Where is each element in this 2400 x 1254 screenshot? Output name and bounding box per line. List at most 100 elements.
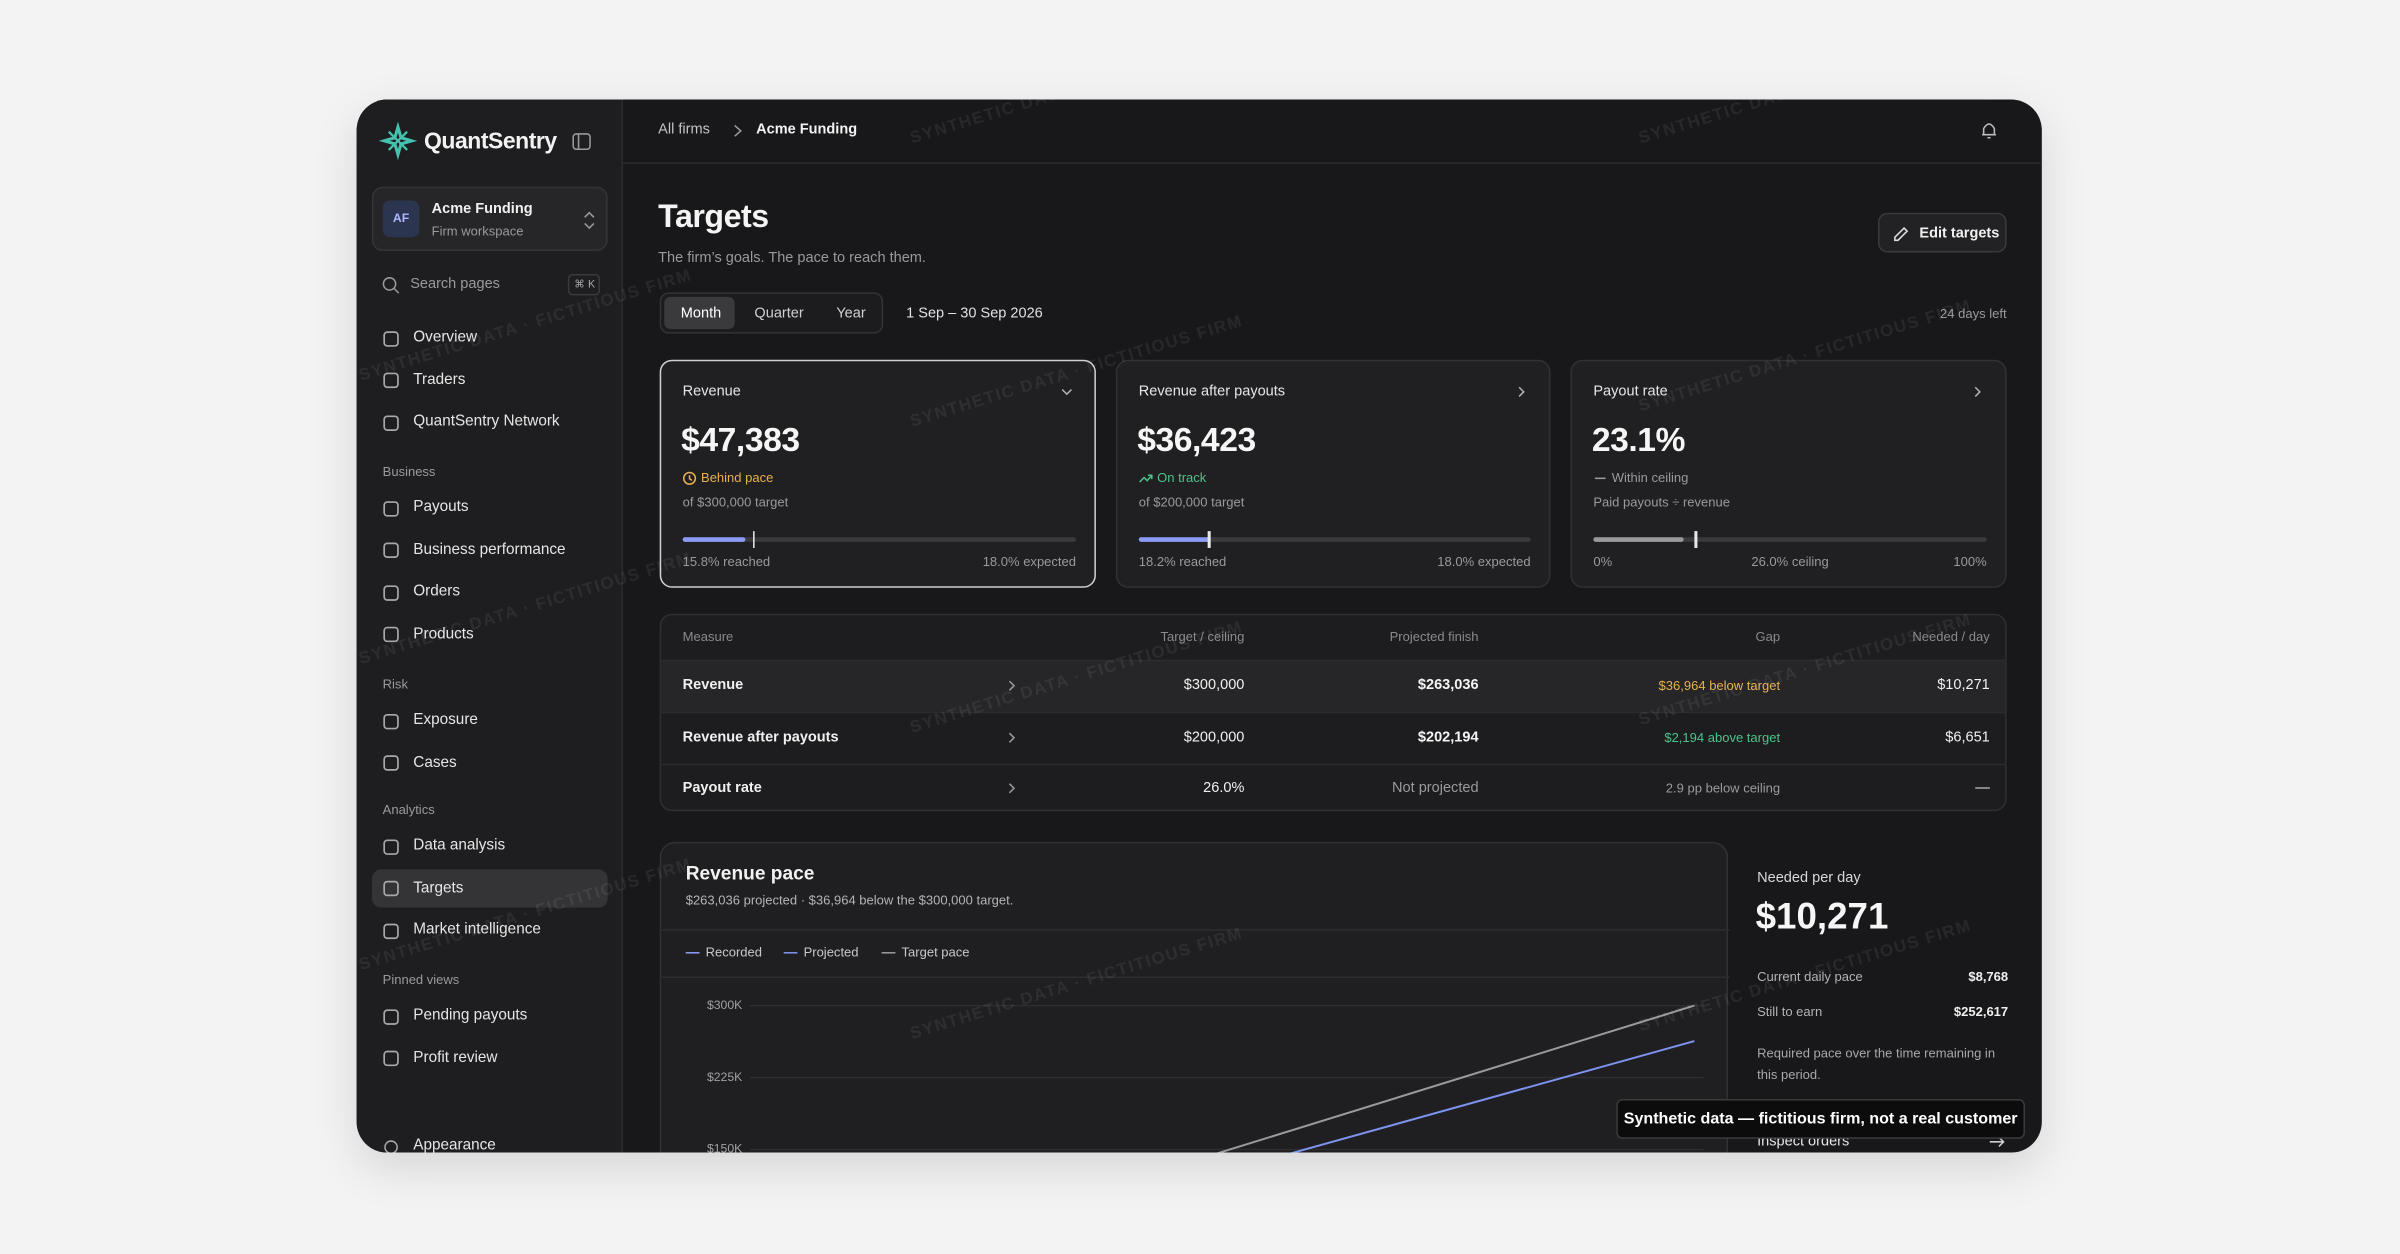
workspace-name: Acme Funding	[431, 200, 533, 218]
edit-targets-label: Edit targets	[1919, 225, 2000, 243]
card-title: Revenue	[682, 383, 741, 400]
topbar-divider	[622, 162, 2042, 164]
nav-item[interactable]: Market intelligence	[413, 921, 541, 939]
period-option[interactable]: Month	[680, 305, 722, 322]
sidebar: QuantSentry AF Acme Funding Firm workspace S…	[356, 99, 623, 1153]
nav-item[interactable]: Business performance	[413, 541, 566, 559]
workspace-switcher[interactable]: AF Acme Funding Firm workspace	[371, 186, 608, 252]
pencil-icon	[1894, 226, 1909, 242]
card-status: Within ceiling	[1611, 469, 1689, 486]
progress-fill	[1138, 537, 1211, 542]
chart-title: Revenue pace	[685, 862, 815, 884]
legend-label: Target pace	[901, 944, 970, 960]
row-measure[interactable]: Revenue	[682, 676, 744, 694]
nav-item[interactable]: Profit review	[413, 1049, 498, 1067]
nav-section-title: Business	[382, 463, 436, 479]
nav-icon	[382, 415, 399, 431]
nav-icon	[382, 584, 399, 601]
breadcrumb-link[interactable]: All firms	[658, 121, 710, 139]
metric-card[interactable]: Revenue after payouts $36,423 On track of $…	[1115, 359, 1551, 588]
legend-label: Recorded	[705, 944, 763, 960]
row-divider	[661, 711, 2006, 714]
workspace-avatar	[382, 200, 420, 238]
page-subtitle: The firm’s goals. The pace to reach them…	[658, 249, 926, 267]
active-item-bg	[371, 869, 608, 908]
nav-item[interactable]: Products	[413, 625, 474, 643]
nav-item[interactable]: Cases	[413, 753, 457, 771]
card-status: On track	[1157, 469, 1207, 486]
breadcrumb-separator	[734, 124, 742, 137]
nav-item[interactable]: Appearance	[413, 1137, 496, 1153]
progress-fill	[682, 537, 745, 542]
nav-icon	[382, 880, 399, 897]
card-title: Revenue after payouts	[1138, 383, 1286, 400]
period-option[interactable]: Year	[836, 305, 866, 322]
row-chevron	[1008, 732, 1016, 743]
stat-label: Current daily pace	[1757, 968, 1863, 985]
needed-title: Needed per day	[1757, 869, 1861, 887]
row-projected: $202,194	[1417, 729, 1479, 746]
nav-item[interactable]: Payouts	[413, 498, 469, 516]
card-value: $47,383	[681, 420, 800, 459]
nav-item[interactable]: Overview	[413, 329, 478, 346]
card-value: $36,423	[1137, 420, 1256, 459]
progress-label: 18.2% reached	[1138, 553, 1227, 570]
row-divider	[661, 659, 2006, 662]
progress-fill	[1593, 537, 1685, 542]
legend-swatch	[685, 951, 700, 954]
stat-label: Still to earn	[1757, 1003, 1823, 1020]
nav-icon	[382, 330, 399, 346]
nav-item[interactable]: Traders	[413, 371, 466, 389]
progress-label: 26.0% ceiling	[1751, 553, 1829, 570]
card-note: of $300,000 target	[682, 494, 789, 510]
breadcrumb-current: Acme Funding	[756, 121, 858, 139]
nav-item[interactable]: Pending payouts	[413, 1007, 528, 1024]
nav-item[interactable]: QuantSentry Network	[413, 413, 560, 431]
revenue-pace-panel: Revenue pace $263,036 projected · $36,964…	[659, 841, 1730, 1153]
progress-marker	[1208, 531, 1211, 548]
row-highlight	[661, 659, 2006, 712]
nav-item[interactable]: Orders	[413, 583, 461, 601]
needed-value: $10,271	[1755, 896, 1889, 938]
metric-card[interactable]: Payout rate 23.1% Within ceiling Paid payou…	[1570, 359, 2007, 588]
progress-track	[1593, 537, 1987, 542]
progress-track	[1138, 537, 1531, 542]
row-projected: Not projected	[1392, 779, 1479, 797]
row-measure[interactable]: Revenue after payouts	[682, 729, 839, 746]
brand-logo	[378, 121, 418, 161]
row-gap: $2,194 above target	[1664, 729, 1781, 746]
legend-label: Projected	[803, 944, 859, 960]
metric-card[interactable]: Revenue $47,383 Behind pace of $300,000 tar…	[659, 359, 1096, 588]
progress-label: 0%	[1593, 553, 1613, 570]
search-input[interactable]: Search pages	[410, 275, 500, 293]
nav-section-title: Risk	[382, 676, 408, 692]
progress-label: 18.0% expected	[982, 553, 1077, 570]
card-title: Payout rate	[1593, 383, 1668, 400]
nav-item[interactable]: Data analysis	[413, 837, 506, 855]
row-measure[interactable]: Payout rate	[682, 779, 762, 797]
nav-item[interactable]: Targets	[413, 879, 464, 897]
column-header: Needed / day	[1912, 628, 1990, 645]
nav-icon	[382, 500, 399, 516]
nav-section-title: Analytics	[382, 801, 435, 818]
edit-targets-button[interactable]: Edit targets	[1878, 212, 2007, 253]
nav-item[interactable]: Exposure	[413, 711, 478, 729]
brand-name: QuantSentry	[423, 128, 557, 155]
collapse-button	[572, 132, 591, 150]
date-range: 1 Sep – 30 Sep 2026	[906, 305, 1043, 322]
chevron-updown	[584, 211, 595, 230]
progress-track	[682, 537, 1077, 542]
row-projected: $263,036	[1417, 676, 1479, 694]
status-icon	[682, 470, 697, 485]
nav-icon	[382, 542, 399, 559]
progress-label: 100%	[1953, 553, 1987, 570]
row-target: 26.0%	[1203, 779, 1245, 797]
period-option[interactable]: Quarter	[754, 305, 804, 322]
column-header: Gap	[1755, 628, 1781, 645]
row-gap: 2.9 pp below ceiling	[1665, 780, 1781, 796]
nav-icon	[382, 1008, 399, 1025]
app-window: QuantSentry AF Acme Funding Firm workspace S…	[356, 99, 2042, 1153]
nav-section-title: Pinned views	[382, 971, 460, 988]
column-header: Projected finish	[1389, 628, 1479, 645]
